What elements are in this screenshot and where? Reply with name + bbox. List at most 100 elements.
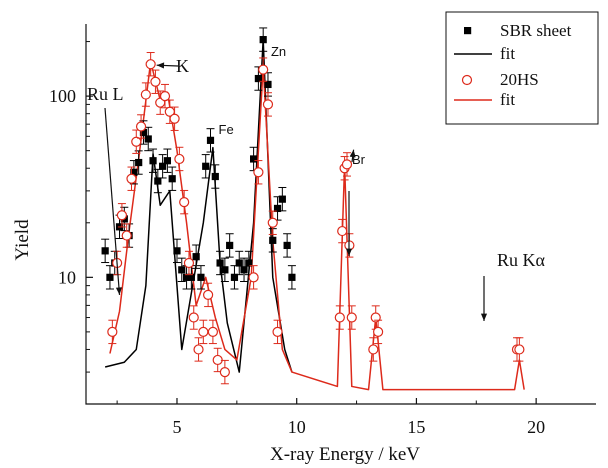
sbr-fit-line	[104, 38, 293, 373]
sbr-marker	[168, 175, 176, 183]
x-tick-label: 15	[407, 417, 425, 437]
sbr-marker	[273, 204, 282, 213]
x-axis-label: X-ray Energy / keV	[270, 444, 420, 465]
sbr-marker	[221, 266, 229, 274]
sbr-marker	[149, 157, 157, 165]
annotation-ru-ka: Ru Kα	[497, 250, 546, 270]
markers-layer	[101, 27, 525, 385]
hs-marker	[373, 326, 384, 337]
sbr-marker	[144, 135, 152, 143]
hs-marker	[126, 173, 137, 184]
hs-marker	[150, 76, 161, 87]
sbr-marker	[182, 273, 191, 281]
hs-marker	[131, 136, 142, 147]
br-down-arrow-head	[345, 248, 353, 256]
hs-marker	[337, 225, 348, 237]
y-tick-label: 10	[58, 267, 76, 287]
legend-hs-fit-label: fit	[500, 90, 515, 109]
legend-sbr-marker	[464, 27, 472, 35]
axes-layer: 5 10 15 20 10 100 X-ray Energy / keV Yield	[12, 24, 596, 465]
sbr-marker	[187, 273, 195, 281]
annotation-k: K	[176, 56, 189, 76]
sbr-marker	[101, 247, 109, 255]
hs-marker	[145, 59, 156, 70]
hs-marker	[514, 344, 525, 355]
hs-marker	[121, 230, 132, 241]
sbr-marker	[154, 177, 162, 185]
hs-marker	[368, 344, 379, 355]
legend-sbr-label: SBR sheet	[500, 21, 572, 40]
sbr-marker	[197, 273, 205, 281]
sbr-marker	[178, 266, 186, 274]
sbr-marker	[230, 273, 239, 281]
sbr-marker	[130, 168, 138, 176]
hs-marker	[135, 121, 147, 132]
hs-marker	[253, 167, 264, 178]
sbr-marker	[211, 172, 219, 181]
hs-marker	[262, 99, 274, 110]
hs-marker	[188, 312, 199, 323]
y-axis-label: Yield	[12, 219, 33, 261]
hs-marker	[248, 272, 259, 283]
sbr-marker	[254, 74, 262, 83]
sbr-marker	[235, 259, 243, 267]
hs-marker	[219, 366, 230, 378]
sbr-marker	[240, 266, 248, 274]
sbr-marker	[216, 259, 224, 267]
hs-marker	[107, 326, 118, 337]
legend-hs-label: 20HS	[500, 70, 539, 89]
hs-marker	[140, 89, 151, 100]
hs-marker	[169, 113, 180, 124]
x-tick-label: 10	[288, 417, 306, 437]
sbr-marker	[250, 155, 258, 163]
hs-marker	[116, 210, 128, 221]
sbr-marker	[264, 80, 272, 89]
sbr-marker	[245, 259, 253, 267]
hs-marker	[203, 289, 214, 300]
ru-ka-arrow-head	[480, 313, 488, 321]
hs-marker	[212, 354, 223, 366]
ru-l-arrow-line	[104, 107, 121, 295]
legend-hs-marker	[461, 74, 473, 86]
sbr-marker	[139, 128, 148, 137]
hs-marker	[258, 64, 269, 75]
hs-marker	[179, 197, 190, 208]
hs-marker	[272, 326, 283, 337]
hs-marker	[346, 312, 357, 323]
sbr-marker	[288, 273, 296, 281]
sbr-marker	[192, 253, 200, 261]
sbr-marker	[159, 162, 167, 170]
sbr-marker	[106, 273, 114, 281]
x-tick-label: 20	[527, 417, 545, 437]
hs-marker	[334, 312, 345, 323]
sbr-marker	[135, 158, 143, 167]
legend-sbr-fit-label: fit	[500, 44, 515, 63]
hs-marker	[267, 217, 278, 228]
sbr-marker	[173, 247, 181, 255]
hs-marker	[198, 326, 209, 337]
sbr-marker	[226, 241, 234, 250]
x-tick-label: 5	[172, 417, 181, 437]
annotation-ru-l: Ru L	[87, 84, 124, 104]
hs-marker	[159, 91, 171, 102]
hs-marker	[207, 326, 219, 337]
hs-marker	[193, 344, 204, 355]
sbr-marker	[163, 157, 172, 165]
hs-marker	[341, 159, 353, 170]
annotation-fe: Fe	[219, 122, 234, 137]
ru-l-arrow-head	[115, 287, 123, 295]
sbr-marker	[206, 136, 215, 144]
hs-marker	[183, 257, 195, 269]
sbr-marker	[278, 195, 286, 203]
legend-box	[445, 11, 599, 125]
annotation-br: Br	[352, 152, 366, 167]
sbr-marker	[202, 162, 210, 170]
hs-marker	[174, 153, 185, 165]
annotation-zn: Zn	[271, 44, 286, 59]
sbr-marker	[259, 36, 267, 44]
sbr-marker	[283, 241, 291, 250]
br-peak-arrow-head	[349, 149, 356, 158]
